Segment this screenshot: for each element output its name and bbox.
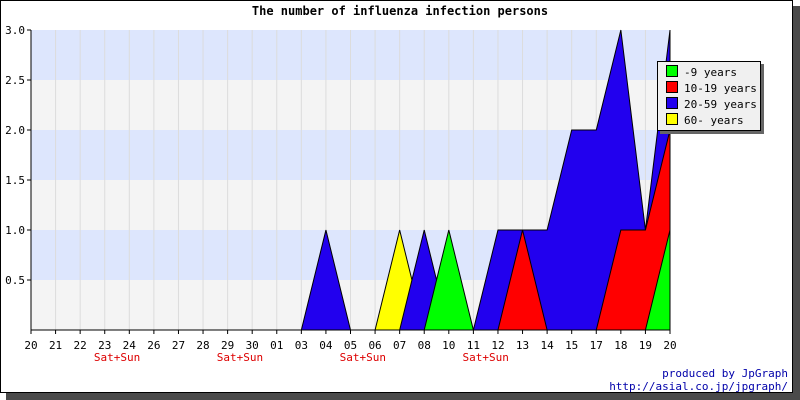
y-tick-label: 2.5	[5, 74, 25, 87]
x-tick-label: 11	[467, 339, 480, 352]
weekend-label: Sat+Sun	[94, 351, 140, 364]
legend-item-3: 60- years	[666, 113, 744, 127]
x-tick-label: 13	[516, 339, 529, 352]
x-tick-label: 01	[270, 339, 283, 352]
x-tick-label: 28	[196, 339, 209, 352]
x-tick-label: 27	[172, 339, 185, 352]
x-tick-label: 08	[418, 339, 431, 352]
x-tick-label: 20	[24, 339, 37, 352]
legend-label-1: 10-19 years	[684, 82, 757, 95]
x-tick-label: 30	[246, 339, 259, 352]
weekend-label: Sat+Sun	[462, 351, 508, 364]
x-tick-label: 17	[590, 339, 603, 352]
legend-item-1: 10-19 years	[666, 81, 757, 95]
y-tick-label: 0.5	[5, 274, 25, 287]
x-tick-label: 12	[491, 339, 504, 352]
x-tick-label: 15	[565, 339, 578, 352]
x-tick-label: 23	[98, 339, 111, 352]
weekend-label: Sat+Sun	[217, 351, 263, 364]
x-tick-label: 07	[393, 339, 406, 352]
x-tick-label: 19	[639, 339, 652, 352]
legend-label-3: 60- years	[684, 114, 744, 127]
x-tick-label: 21	[49, 339, 62, 352]
x-tick-label: 29	[221, 339, 234, 352]
y-tick-label: 1.5	[5, 174, 25, 187]
x-tick-label: 03	[295, 339, 308, 352]
legend-swatch-0	[666, 65, 678, 77]
x-tick-label: 26	[147, 339, 160, 352]
x-tick-label: 22	[74, 339, 87, 352]
weekend-label: Sat+Sun	[340, 351, 386, 364]
legend-item-2: 20-59 years	[666, 97, 757, 111]
legend-label-2: 20-59 years	[684, 98, 757, 111]
x-tick-label: 06	[368, 339, 381, 352]
x-tick-label: 14	[540, 339, 554, 352]
chart-title: The number of influenza infection person…	[251, 4, 549, 18]
credit-line-1: produced by JpGraph	[662, 367, 788, 380]
legend-swatch-3	[666, 113, 678, 125]
credit-link[interactable]: http://asial.co.jp/jpgraph/	[609, 380, 788, 393]
x-tick-label: 20	[663, 339, 676, 352]
x-tick-label: 18	[614, 339, 627, 352]
credit[interactable]: produced by JpGraph http://asial.co.jp/j…	[609, 367, 788, 393]
y-tick-label: 1.0	[5, 224, 25, 237]
frame-shadow-bottom	[6, 393, 800, 400]
y-tick-label: 2.0	[5, 124, 25, 137]
legend-label-0: -9 years	[684, 66, 737, 79]
y-tick-label: 3.0	[5, 24, 25, 37]
legend-swatch-1	[666, 81, 678, 93]
legend-item-0: -9 years	[666, 65, 737, 79]
x-tick-label: 05	[344, 339, 357, 352]
x-tick-label: 10	[442, 339, 455, 352]
frame-shadow-right	[793, 6, 800, 400]
legend-swatch-2	[666, 97, 678, 109]
x-tick-label: 04	[319, 339, 333, 352]
legend: -9 years 10-19 years 20-59 years 60- yea…	[657, 61, 761, 131]
x-tick-label: 24	[123, 339, 137, 352]
